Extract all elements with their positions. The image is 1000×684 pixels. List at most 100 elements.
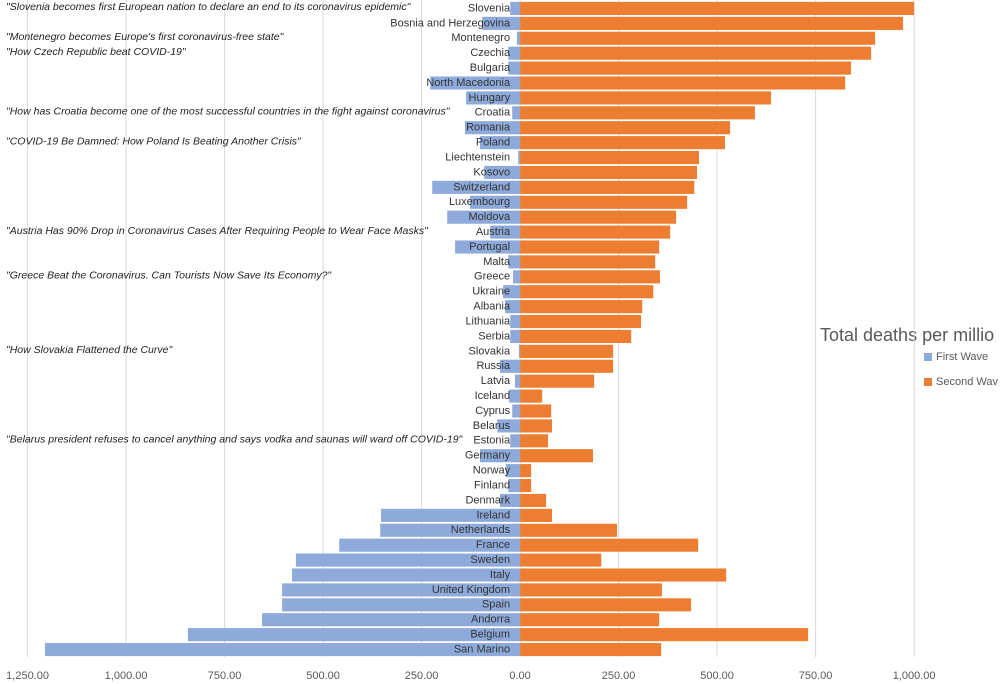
category-label: Germany	[465, 450, 511, 462]
bar	[339, 538, 521, 552]
bar	[512, 404, 521, 418]
bar	[520, 598, 692, 612]
bar	[520, 136, 725, 150]
x-tick-label: 500.00	[700, 670, 734, 682]
bar	[520, 583, 662, 597]
bar	[464, 121, 521, 135]
bar	[509, 389, 521, 403]
legend-label: First Wave	[936, 351, 988, 363]
bar	[510, 329, 521, 344]
category-label: Slovenia	[468, 2, 511, 14]
category-label: Serbia	[478, 330, 511, 342]
category-label: Estonia	[473, 435, 511, 447]
legend-swatch	[924, 378, 932, 386]
x-tick-label: 750.00	[208, 670, 242, 682]
category-label: Romania	[466, 122, 511, 134]
bar	[520, 46, 872, 60]
bar	[520, 538, 699, 552]
category-label: Ukraine	[472, 286, 510, 298]
bar	[520, 165, 698, 180]
category-label: Netherlands	[451, 524, 511, 536]
bar	[503, 285, 521, 299]
bar	[510, 1, 521, 16]
category-label: Andorra	[471, 614, 511, 626]
bar	[291, 568, 521, 582]
bar	[508, 46, 521, 60]
bar	[514, 374, 521, 388]
category-label: Sweden	[470, 554, 510, 566]
x-tick-label: 1,000.00	[105, 670, 148, 682]
category-label: Albania	[473, 301, 511, 313]
category-label: Finland	[474, 479, 510, 491]
x-tick-label: 1,000.00	[893, 670, 936, 682]
bar	[520, 16, 904, 30]
bar	[520, 493, 547, 508]
category-label: Spain	[482, 599, 510, 611]
bar	[513, 270, 521, 284]
bar	[44, 642, 521, 657]
bar	[520, 553, 602, 567]
category-label: France	[476, 539, 510, 551]
bar	[520, 270, 660, 284]
category-label: Latvia	[481, 375, 511, 387]
annotation: "Slovenia becomes first European nation …	[6, 1, 412, 13]
category-label: Austria	[476, 226, 511, 238]
bar	[518, 344, 521, 358]
bar	[516, 31, 521, 45]
annotation: "Belarus president refuses to cancel any…	[6, 434, 464, 446]
category-label: Lithuania	[465, 315, 511, 327]
bar	[520, 508, 553, 522]
annotation: "Montenegro becomes Europe's first coron…	[6, 31, 285, 43]
category-label: Belarus	[473, 420, 511, 432]
x-tick-label: 500.00	[306, 670, 340, 682]
bar	[430, 76, 521, 90]
bar	[520, 76, 846, 90]
category-label: Montenegro	[451, 32, 510, 44]
category-label: United Kingdom	[432, 584, 510, 596]
bar	[520, 359, 614, 373]
bar	[500, 493, 521, 508]
category-label: Hungary	[469, 92, 511, 104]
x-tick-label: 1,250.00	[6, 670, 49, 682]
bar	[520, 121, 731, 135]
category-label: San Marino	[454, 643, 510, 655]
category-label: Moldova	[469, 211, 511, 223]
legend-label: Second Wav	[936, 376, 998, 388]
category-label: Bulgaria	[470, 62, 511, 74]
bar	[520, 285, 654, 299]
bar	[520, 464, 532, 478]
bar	[380, 523, 521, 537]
category-label: Cyprus	[475, 405, 510, 417]
bar	[520, 91, 772, 105]
bar	[520, 449, 593, 463]
bar	[479, 449, 521, 463]
bar	[520, 613, 660, 627]
bar	[520, 61, 852, 75]
category-label: Luxembourg	[449, 196, 510, 208]
category-label: North Macedonia	[426, 77, 511, 89]
bar	[518, 150, 521, 165]
category-label: Iceland	[475, 390, 510, 402]
bar	[466, 91, 521, 105]
category-label: Norway	[473, 465, 511, 477]
bar	[187, 628, 521, 642]
bar	[520, 568, 727, 582]
bar	[512, 106, 521, 120]
bar	[520, 31, 876, 45]
bar	[490, 225, 521, 239]
bar	[484, 165, 521, 180]
category-label: Belgium	[470, 629, 510, 641]
bar	[282, 583, 521, 597]
category-label: Liechtenstein	[445, 151, 510, 163]
bar	[520, 255, 656, 269]
bar	[520, 150, 699, 165]
bar	[520, 329, 632, 344]
legend-swatch	[924, 353, 932, 361]
annotation: "How Slovakia Flattened the Curve"	[6, 344, 173, 356]
bar	[520, 404, 552, 418]
bar	[470, 195, 521, 209]
annotation: "How Czech Republic beat COVID-19"	[6, 46, 187, 58]
bar	[520, 642, 662, 657]
bar	[497, 419, 521, 433]
bar	[505, 464, 521, 478]
